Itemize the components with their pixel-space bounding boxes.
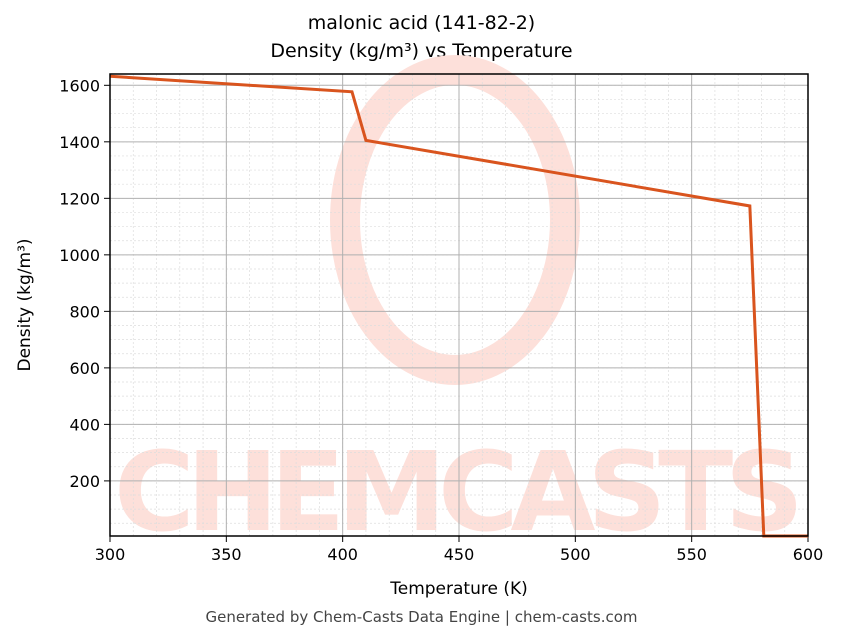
svg-text:550: 550 xyxy=(676,545,707,564)
svg-text:800: 800 xyxy=(69,302,100,321)
svg-text:1200: 1200 xyxy=(59,189,100,208)
svg-text:Density (kg/m³): Density (kg/m³) xyxy=(15,238,35,371)
svg-text:450: 450 xyxy=(444,545,475,564)
chart-title-line1: malonic acid (141-82-2) xyxy=(307,12,536,34)
svg-text:600: 600 xyxy=(69,359,100,378)
svg-text:500: 500 xyxy=(560,545,591,564)
svg-text:1600: 1600 xyxy=(59,76,100,95)
svg-text:400: 400 xyxy=(327,545,358,564)
svg-text:200: 200 xyxy=(69,472,100,491)
svg-text:600: 600 xyxy=(793,545,824,564)
svg-text:1400: 1400 xyxy=(59,133,100,152)
svg-text:Temperature (K): Temperature (K) xyxy=(389,579,528,599)
svg-text:300: 300 xyxy=(95,545,126,564)
svg-text:1000: 1000 xyxy=(59,246,100,265)
svg-text:400: 400 xyxy=(69,415,100,434)
chart-title-line2: Density (kg/m³) vs Temperature xyxy=(270,40,573,62)
footer-credit: Generated by Chem-Casts Data Engine | ch… xyxy=(205,608,638,626)
svg-text:350: 350 xyxy=(211,545,242,564)
